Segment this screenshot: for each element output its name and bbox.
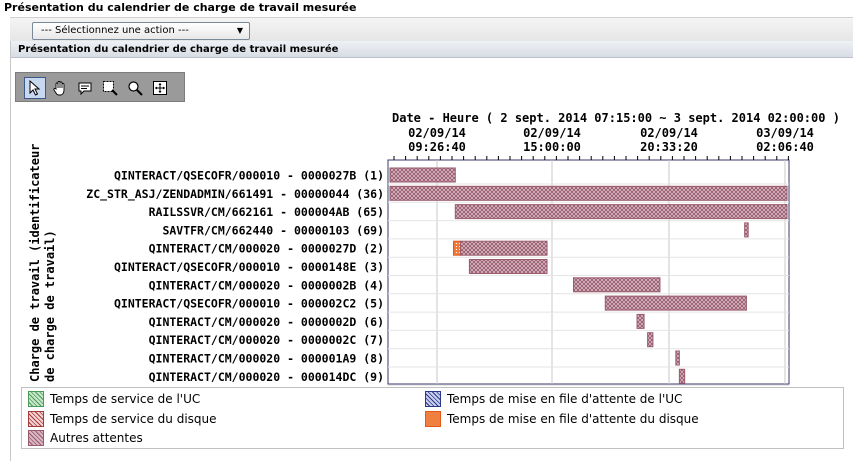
legend-label: Temps de mise en file d'attente du disqu…: [447, 412, 699, 426]
category-label: QINTERACT/QSECOFR/000010 - 0000148E (3): [114, 260, 384, 274]
task-bar[interactable]: [678, 368, 686, 384]
x-tick-time: 20:33:20: [640, 140, 698, 154]
task-bar[interactable]: [460, 240, 548, 256]
legend-swatch-icon: [28, 411, 44, 427]
task-bar[interactable]: [604, 295, 747, 311]
action-select-value: --- Sélectionnez une action ---: [41, 25, 189, 36]
action-bar: --- Sélectionnez une action --- ▼: [10, 17, 853, 41]
task-bar[interactable]: [647, 332, 654, 348]
fit-tool[interactable]: [149, 77, 171, 99]
legend-label: Temps de service du disque: [50, 412, 217, 426]
task-bars: [389, 167, 788, 384]
category-label: QINTERACT/QSECOFR/000010 - 0000027B (1): [114, 169, 384, 183]
x-axis-ticks: 02/09/1409:26:4002/09/1415:00:0002/09/14…: [408, 126, 814, 154]
legend-swatch-icon: [28, 391, 44, 407]
legend-swatch-icon: [425, 391, 441, 407]
hand-icon: [53, 81, 65, 96]
y-axis-label-line2: de charge de travail): [43, 230, 57, 382]
category-label: SAVTFR/CM/662440 - 00000103 (69): [162, 223, 384, 237]
category-label: QINTERACT/CM/000020 - 0000027D (2): [149, 242, 384, 256]
legend-swatch-icon: [28, 430, 44, 446]
speech-bubble-icon: [78, 82, 92, 96]
category-label: QINTERACT/CM/000020 - 0000002B (4): [149, 278, 384, 292]
x-tick-date: 02/09/14: [640, 126, 698, 140]
triangle-down-icon: ▼: [236, 26, 243, 35]
chart-title: Date - Heure ( 2 sept. 2014 07:15:00 ~ 3…: [392, 111, 840, 125]
category-label: QINTERACT/CM/000020 - 000014DC (9): [149, 370, 384, 384]
select-tool[interactable]: [24, 77, 46, 99]
zoom-box-tool[interactable]: [99, 77, 121, 99]
pan-tool[interactable]: [49, 77, 71, 99]
x-tick-time: 09:26:40: [408, 140, 466, 154]
legend-swatch-icon: [425, 411, 441, 427]
chart-legend: Temps de service de l'UC Temps de mise en…: [21, 387, 844, 449]
legend-label: Temps de mise en file d'attente de l'UC: [447, 392, 683, 406]
legend-item-cpu-service: Temps de service de l'UC: [28, 391, 200, 407]
legend-label: Temps de service de l'UC: [50, 392, 201, 406]
task-bar[interactable]: [744, 222, 749, 238]
task-bar[interactable]: [389, 167, 456, 183]
category-label: QINTERACT/CM/000020 - 000001A9 (8): [149, 352, 384, 366]
task-bar[interactable]: [468, 259, 548, 274]
task-bar[interactable]: [636, 313, 645, 329]
legend-label: Autres attentes: [50, 431, 143, 445]
legend-item-disk-service: Temps de service du disque: [28, 411, 217, 427]
legend-item-other: Autres attentes: [28, 430, 143, 446]
category-label: QINTERACT/CM/000020 - 0000002D (6): [149, 315, 384, 329]
y-axis-label: Charge de travail (identificateur: [28, 144, 42, 382]
grid-lines: [388, 160, 789, 386]
minor-ticks: [393, 156, 789, 160]
category-label: QINTERACT/CM/000020 - 0000002C (7): [149, 333, 384, 347]
x-tick-time: 15:00:00: [523, 140, 581, 154]
task-bar[interactable]: [675, 350, 680, 366]
category-label: ZC_STR_ASJ/ZENDADMIN/661491 - 00000044 (…: [86, 187, 384, 202]
zoom-tool[interactable]: [124, 77, 146, 99]
category-label: RAILSSVR/CM/662161 - 000004AB (65): [149, 205, 384, 219]
legend-item-disk-queue: Temps de mise en file d'attente du disqu…: [425, 411, 699, 427]
arrow-pointer-icon: [29, 80, 41, 96]
panel-title: Présentation du calendrier de charge de …: [11, 41, 853, 58]
legend-item-cpu-queue: Temps de mise en file d'attente de l'UC: [425, 391, 682, 407]
task-bar[interactable]: [389, 185, 788, 201]
page-title: Présentation du calendrier de charge de …: [4, 1, 357, 14]
action-select[interactable]: --- Sélectionnez une action --- ▼: [32, 22, 250, 40]
x-tick-date: 03/09/14: [756, 126, 814, 140]
x-tick-date: 02/09/14: [408, 126, 466, 140]
x-tick-time: 02:06:40: [756, 140, 814, 154]
task-bar[interactable]: [573, 277, 661, 293]
crosshair-fit-icon: [153, 81, 167, 95]
category-labels: QINTERACT/QSECOFR/000010 - 0000027B (1) Z…: [86, 169, 384, 384]
zoom-rectangle-icon: [103, 81, 118, 96]
x-tick-date: 02/09/14: [523, 126, 581, 140]
chart-toolbar: [15, 72, 185, 102]
magnifier-icon: [128, 81, 143, 96]
task-bar[interactable]: [453, 240, 462, 256]
info-tool[interactable]: [74, 77, 96, 99]
category-label: QINTERACT/QSECOFR/000010 - 000002C2 (5): [114, 297, 384, 311]
task-bar[interactable]: [454, 204, 788, 220]
